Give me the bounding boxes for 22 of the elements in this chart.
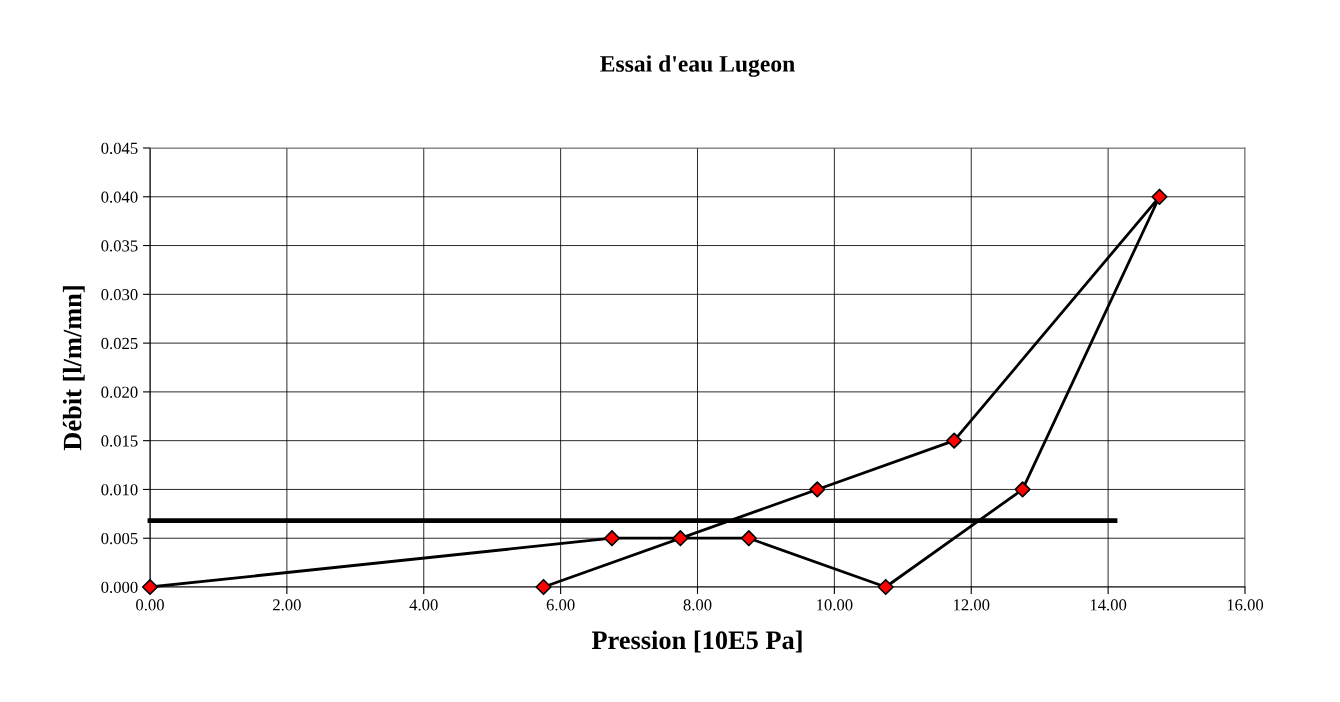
y-tick-label: 0.040 xyxy=(101,191,138,203)
y-tick-label: 0.010 xyxy=(101,484,138,496)
x-tick-label: 0.00 xyxy=(136,599,164,611)
x-tick-label: 2.00 xyxy=(273,599,301,611)
chart-title: Essai d'eau Lugeon xyxy=(600,55,795,77)
x-tick-label: 6.00 xyxy=(546,599,575,611)
x-tick-label: 4.00 xyxy=(409,599,438,611)
x-tick-label: 16.00 xyxy=(1227,599,1264,611)
y-tick-label: 0.015 xyxy=(101,435,138,447)
y-tick-label: 0.030 xyxy=(101,289,138,301)
y-axis-title: Débit [l/m/mn] xyxy=(62,286,85,451)
x-tick-label: 12.00 xyxy=(953,599,990,611)
y-tick-label: 0.000 xyxy=(101,581,138,594)
x-tick-label: 8.00 xyxy=(683,599,712,611)
y-tick-label: 0.005 xyxy=(101,532,138,545)
x-axis-title: Pression [10E5 Pa] xyxy=(591,630,802,653)
y-tick-label: 0.020 xyxy=(101,386,138,398)
x-tick-label: 10.00 xyxy=(817,599,853,611)
x-tick-label: 14.00 xyxy=(1090,599,1127,611)
y-tick-label: 0.035 xyxy=(101,240,138,252)
y-tick-label: 0.045 xyxy=(101,142,138,155)
y-tick-label: 0.025 xyxy=(101,337,138,350)
